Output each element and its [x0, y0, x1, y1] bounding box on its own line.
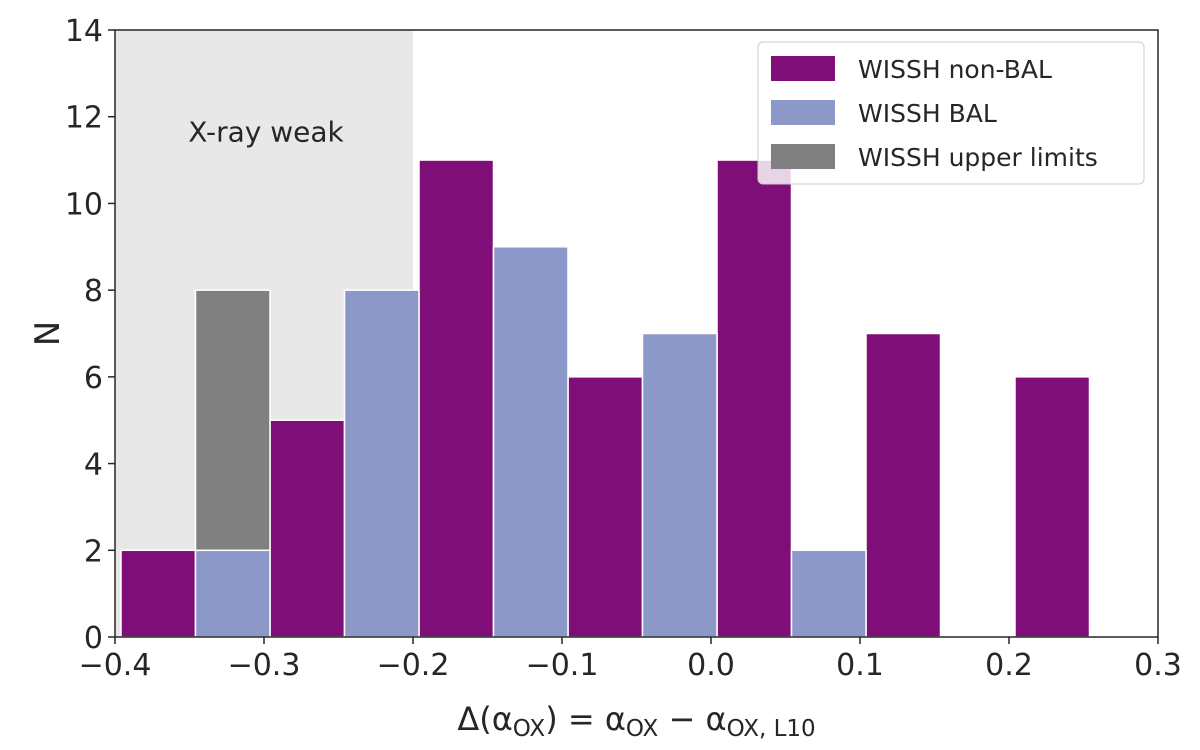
- x-tick-label: −0.3: [228, 648, 301, 683]
- x-tick-label: −0.1: [526, 648, 599, 683]
- x-tick-label: −0.2: [377, 648, 450, 683]
- y-tick-label: 10: [65, 187, 103, 222]
- x-tick-label: 0.2: [985, 648, 1033, 683]
- x-axis-title: Δ(αOX) = αOX − αOX, L10: [457, 700, 815, 742]
- legend: WISSH non-BAL WISSH BAL WISSH upper limits: [757, 41, 1145, 185]
- bar-wissh-non-bal-bin-2: [418, 159, 495, 638]
- y-tick-label: 8: [84, 274, 103, 309]
- y-tick-label: 14: [65, 14, 103, 49]
- bar-wissh-non-bal-bin-6: [1014, 376, 1091, 638]
- x-tick-label: −0.4: [79, 648, 152, 683]
- legend-label-wissh-upper-limits: WISSH upper limits: [858, 143, 1098, 172]
- x-tick-label: 0.1: [836, 648, 884, 683]
- bar-wissh-bal-bin-1: [343, 289, 420, 638]
- bar-wissh-non-bal-bin-5: [865, 332, 942, 638]
- legend-swatch-wissh-upper-limits: [771, 144, 835, 169]
- bar-wissh-bal-bin-0: [194, 549, 271, 638]
- legend-label-wissh-non-bal: WISSH non-BAL: [858, 55, 1052, 84]
- bar-wissh-bal-bin-3: [641, 332, 718, 638]
- legend-box: [757, 41, 1145, 185]
- y-tick-label: 2: [84, 534, 103, 569]
- bars-layer: [120, 159, 1091, 638]
- bar-wissh-non-bal-bin-0: [120, 549, 197, 638]
- y-tick-label: 0: [84, 621, 103, 656]
- x-ray-weak-label: X-ray weak: [188, 116, 344, 149]
- bar-wissh-non-bal-bin-1: [269, 419, 346, 638]
- legend-label-wissh-bal: WISSH BAL: [858, 99, 997, 128]
- plot-frame: [114, 29, 1159, 638]
- bar-wissh-non-bal-bin-3: [567, 376, 644, 638]
- bar-wissh-upper-limits-bin-0: [194, 289, 271, 552]
- x-tick-label: 0.3: [1134, 648, 1182, 683]
- bar-wissh-non-bal-bin-4: [716, 159, 793, 638]
- y-axis-title: N: [28, 321, 68, 346]
- bar-wissh-bal-bin-4: [790, 549, 867, 638]
- y-tick-label: 12: [65, 101, 103, 136]
- bar-wissh-bal-bin-2: [492, 246, 569, 638]
- x-tick-label: 0.0: [687, 648, 735, 683]
- y-tick-label: 4: [84, 448, 103, 483]
- legend-swatch-wissh-bal: [771, 100, 835, 125]
- axes-layer: [114, 29, 1159, 638]
- y-tick-label: 6: [84, 361, 103, 396]
- ticks-layer: −0.4 −0.3 −0.2 −0.1 0.0 0.1 0.2 0.3 0 2 4 6 8 10 12 14: [65, 14, 1182, 683]
- legend-swatch-wissh-non-bal: [771, 56, 835, 81]
